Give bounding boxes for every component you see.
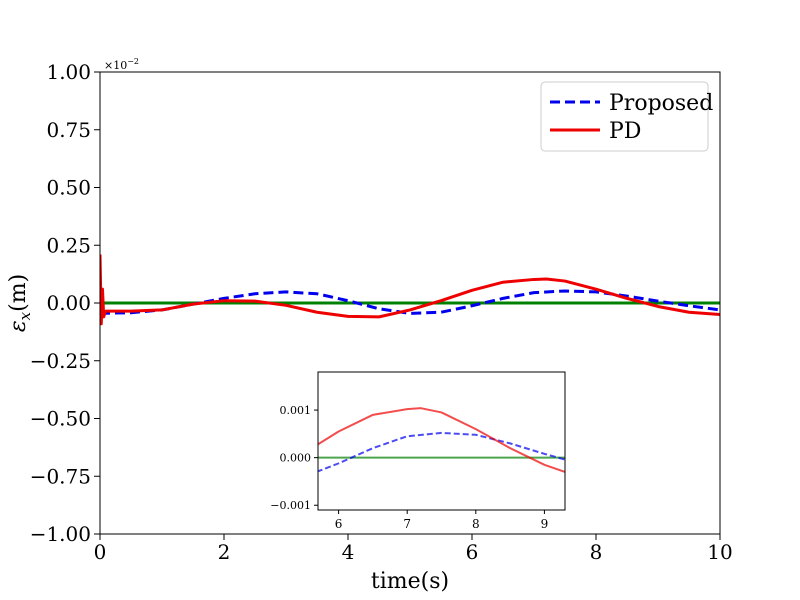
inset-x-tick-label-1: 7 [403,517,411,531]
y-tick-label-8: 1.00 [46,60,91,84]
y-tick-label-0: −1.00 [30,522,91,546]
y-axis-label: εx(m) [6,274,34,332]
y-tick-label-5: 0.25 [46,233,91,257]
inset-y-tick-label-2: 0.001 [280,404,312,417]
inset-background [318,372,565,510]
y-tick-label-6: 0.50 [46,176,91,200]
y-tick-label-7: 0.75 [46,118,91,142]
inset-proposed-line [318,431,565,473]
inset-x-tick-label-0: 6 [335,517,343,531]
y-tick-label-4: 0.00 [46,291,91,315]
scale-factor-label: ×10−2 [104,57,139,72]
y-tick-label-3: −0.25 [30,349,91,373]
legend-pd-label: PD [609,119,641,144]
y-tick-label-1: −0.75 [30,464,91,488]
y-tick-label-2: −0.50 [30,407,91,431]
inset-x-tick-label-3: 9 [541,517,549,531]
legend-proposed-label: Proposed [609,91,713,116]
x-tick-label-3: 6 [466,540,479,564]
inset-plot-area: 6 7 8 9 −0.001 0.000 0.001 [270,371,566,531]
x-tick-label-1: 2 [218,540,231,564]
inset-y-tick-label-0: −0.001 [270,499,311,512]
inset-pd-line [318,407,565,473]
x-tick-label-2: 4 [342,540,355,564]
legend: Proposed PD [540,81,713,152]
inset-y-tick-label-1: 0.000 [280,452,312,465]
main-plot-area: 0 2 4 6 8 10 −1.00 −0.75 −0.50 −0.25 0.00 0.25 0.50… [30,60,733,564]
legend-frame [540,81,709,152]
x-tick-label-0: 0 [94,540,107,564]
pd-line [100,254,720,326]
x-axis-label: time(s) [371,569,449,594]
x-tick-label-5: 10 [707,540,732,564]
inset-axes-frame [317,371,566,511]
inset-x-tick-label-2: 8 [472,517,480,531]
x-tick-label-4: 8 [590,540,603,564]
